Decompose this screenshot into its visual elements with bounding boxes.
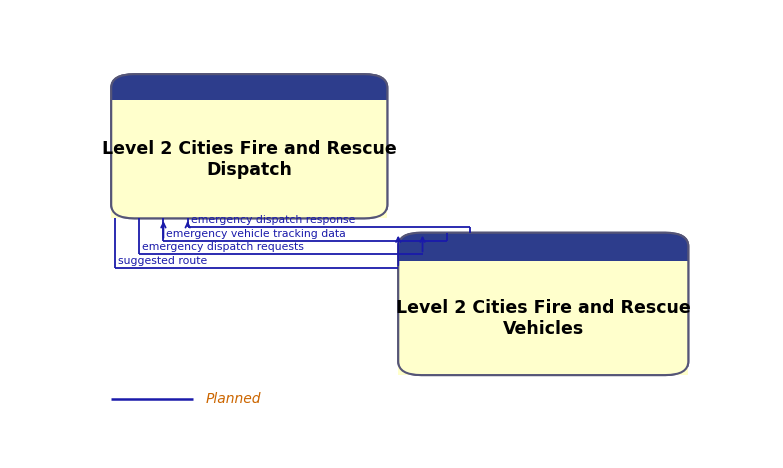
FancyBboxPatch shape [399, 233, 688, 375]
Bar [399, 261, 688, 375]
Text: suggested route: suggested route [118, 256, 207, 266]
FancyBboxPatch shape [111, 74, 388, 218]
FancyBboxPatch shape [399, 233, 688, 375]
Text: Planned: Planned [205, 392, 261, 406]
Text: Level 2 Cities Fire and Rescue
Dispatch: Level 2 Cities Fire and Rescue Dispatch [102, 140, 397, 179]
FancyBboxPatch shape [111, 74, 388, 218]
Text: emergency dispatch requests: emergency dispatch requests [143, 242, 304, 252]
Bar [111, 100, 388, 218]
Text: emergency dispatch response: emergency dispatch response [191, 215, 355, 225]
Text: emergency vehicle tracking data: emergency vehicle tracking data [167, 228, 346, 239]
Text: Level 2 Cities Fire and Rescue
Vehicles: Level 2 Cities Fire and Rescue Vehicles [396, 299, 691, 337]
